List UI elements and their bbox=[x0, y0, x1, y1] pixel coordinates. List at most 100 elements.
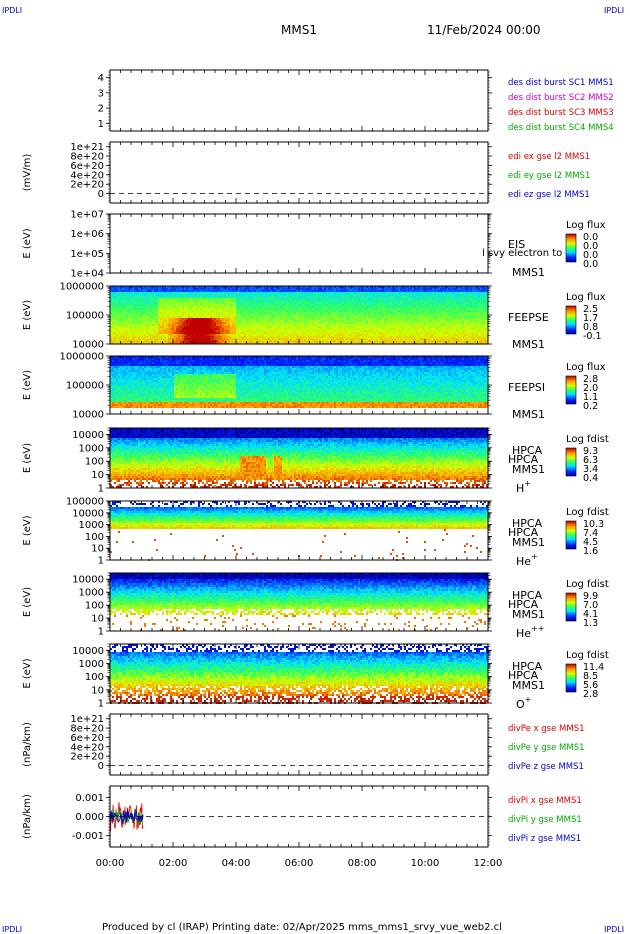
spectrogram-cell bbox=[258, 300, 260, 302]
spectrogram-cell bbox=[332, 296, 334, 298]
spectrogram-cell bbox=[304, 290, 306, 292]
spectrogram-cell bbox=[200, 306, 202, 308]
spectrogram-cell bbox=[288, 298, 290, 300]
spectrogram-cell bbox=[210, 316, 212, 318]
spectrogram-cell bbox=[314, 290, 316, 292]
spectrogram-cell bbox=[400, 320, 402, 322]
spectrogram-cell bbox=[326, 292, 328, 294]
spectrogram-cell bbox=[192, 290, 194, 292]
spectrogram-cell bbox=[176, 306, 178, 308]
spectrogram-cell bbox=[186, 322, 188, 324]
spectrogram-cell bbox=[114, 332, 116, 334]
spectrogram-cell bbox=[154, 334, 156, 336]
spectrogram-cell bbox=[234, 332, 236, 334]
spectrogram-cell bbox=[160, 338, 162, 340]
spectrogram-cell bbox=[354, 336, 356, 338]
spectrogram-cell bbox=[190, 336, 192, 338]
spectrogram-cell bbox=[258, 312, 260, 314]
spectrogram-cell bbox=[340, 292, 342, 294]
spectrogram-cell bbox=[184, 318, 186, 320]
spectrogram-cell bbox=[260, 310, 262, 312]
spectrogram-cell bbox=[312, 318, 314, 320]
spectrogram-cell bbox=[206, 298, 208, 300]
spectrogram-cell bbox=[248, 296, 250, 298]
spectrogram-cell bbox=[196, 328, 198, 330]
spectrogram-cell bbox=[370, 288, 372, 290]
spectrogram-cell bbox=[302, 314, 304, 316]
spectrogram-cell bbox=[266, 294, 268, 296]
spectrogram-cell bbox=[286, 290, 288, 292]
spectrogram-cell bbox=[206, 338, 208, 340]
spectrogram-cell bbox=[284, 340, 286, 342]
spectrogram-cell bbox=[380, 322, 382, 324]
spectrogram-cell bbox=[166, 314, 168, 316]
spectrogram-cell bbox=[220, 304, 222, 306]
header-date: 11/Feb/2024 00:00 bbox=[427, 23, 541, 37]
spectrogram-cell bbox=[228, 304, 230, 306]
spectrogram-cell bbox=[278, 310, 280, 312]
spectrogram-cell bbox=[216, 338, 218, 340]
spectrogram-cell bbox=[230, 306, 232, 308]
spectrogram-cell bbox=[310, 304, 312, 306]
spectrogram-cell bbox=[206, 322, 208, 324]
spectrogram-cell bbox=[396, 312, 398, 314]
spectrogram-cell bbox=[378, 298, 380, 300]
spectrogram-cell bbox=[238, 296, 240, 298]
spectrogram-cell bbox=[320, 294, 322, 296]
spectrogram-cell bbox=[228, 308, 230, 310]
spectrogram-cell bbox=[272, 308, 274, 310]
spectrogram-cell bbox=[216, 304, 218, 306]
spectrogram-cell bbox=[154, 318, 156, 320]
spectrogram-cell bbox=[310, 340, 312, 342]
spectrogram-cell bbox=[310, 334, 312, 336]
spectrogram-cell bbox=[116, 338, 118, 340]
spectrogram-cell bbox=[366, 336, 368, 338]
spectrogram-cell bbox=[120, 298, 122, 300]
spectrogram-cell bbox=[312, 326, 314, 328]
spectrogram-cell bbox=[272, 300, 274, 302]
spectrogram-cell bbox=[422, 308, 424, 310]
spectrogram-cell bbox=[280, 334, 282, 336]
spectrogram-cell bbox=[332, 316, 334, 318]
spectrogram-cell bbox=[342, 338, 344, 340]
spectrogram-cell bbox=[406, 326, 408, 328]
spectrogram-cell bbox=[402, 326, 404, 328]
spectrogram-cell bbox=[216, 310, 218, 312]
spectrogram-cell bbox=[254, 308, 256, 310]
spectrogram-cell bbox=[120, 290, 122, 292]
spectrogram-cell bbox=[376, 296, 378, 298]
spectrogram-cell bbox=[322, 314, 324, 316]
spectrogram-cell bbox=[412, 320, 414, 322]
spectrogram-cell bbox=[250, 336, 252, 338]
spectrogram-cell bbox=[300, 316, 302, 318]
spectrogram-cell bbox=[402, 336, 404, 338]
spectrogram-cell bbox=[122, 290, 124, 292]
spectrogram-cell bbox=[120, 292, 122, 294]
spectrogram-cell bbox=[168, 328, 170, 330]
spectrogram-cell bbox=[214, 312, 216, 314]
spectrogram-cell bbox=[376, 294, 378, 296]
spectrogram-cell bbox=[144, 312, 146, 314]
spectrogram-cell bbox=[238, 322, 240, 324]
spectrogram-cell bbox=[398, 334, 400, 336]
spectrogram-cell bbox=[184, 308, 186, 310]
spectrogram-cell bbox=[274, 310, 276, 312]
spectrogram-cell bbox=[364, 306, 366, 308]
spectrogram-cell bbox=[196, 292, 198, 294]
spectrogram-cell bbox=[314, 300, 316, 302]
spectrogram-cell bbox=[342, 308, 344, 310]
spectrogram-cell bbox=[290, 294, 292, 296]
spectrogram-cell bbox=[256, 324, 258, 326]
spectrogram-cell bbox=[224, 294, 226, 296]
spectrogram-cell bbox=[418, 320, 420, 322]
spectrogram-cell bbox=[216, 298, 218, 300]
spectrogram-cell bbox=[348, 322, 350, 324]
spectrogram-cell bbox=[276, 312, 278, 314]
spectrogram-cell bbox=[366, 292, 368, 294]
spectrogram-cell bbox=[228, 326, 230, 328]
spectrogram-cell bbox=[256, 308, 258, 310]
spectrogram-cell bbox=[158, 316, 160, 318]
spectrogram-cell bbox=[408, 312, 410, 314]
spectrogram-cell bbox=[376, 334, 378, 336]
spectrogram-cell bbox=[158, 340, 160, 342]
